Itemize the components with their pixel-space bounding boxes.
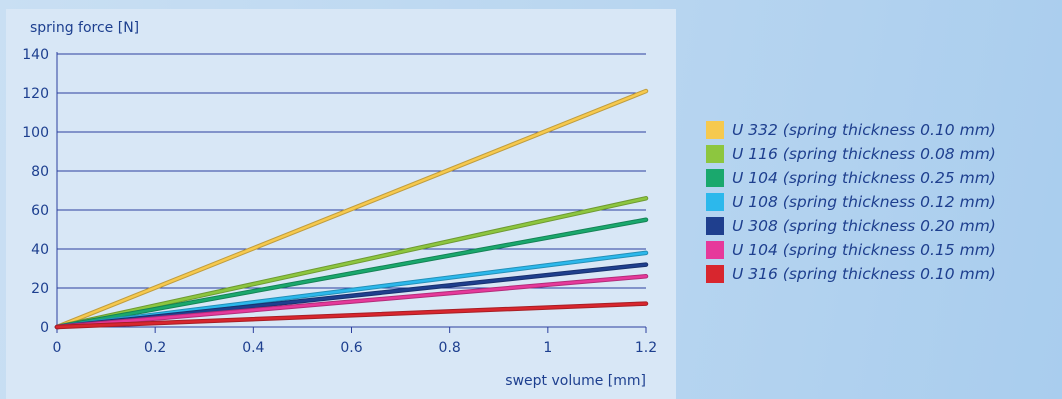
legend-label: U 308 (spring thickness 0.20 mm) [732,217,996,235]
y-tick-label: 100 [22,125,49,141]
x-tick-label: 1.2 [635,340,657,356]
chart-panel: 0 20 40 60 80 100 120 140 0 0.2 0.4 0.6 0.8 1 1.2 spri… [6,9,676,399]
series-line [55,197,648,329]
x-tick-label: 0.8 [439,340,461,356]
legend-swatch [706,217,724,235]
series-line [55,302,648,329]
legend-swatch [706,265,724,283]
legend-swatch [706,121,724,139]
x-axis-label: swept volume [mm] [505,373,646,389]
axis-layer [56,52,647,333]
legend: U 332 (spring thickness 0.10 mm) U 116 (… [706,118,996,286]
legend-item: U 308 (spring thickness 0.20 mm) [706,214,996,238]
legend-label: U 316 (spring thickness 0.10 mm) [732,265,996,283]
y-tick-label: 20 [31,281,49,297]
legend-label: U 116 (spring thickness 0.08 mm) [732,145,996,163]
y-tick-label: 80 [31,164,49,180]
chart-svg: 0 20 40 60 80 100 120 140 0 0.2 0.4 0.6 0.8 1 1.2 spri… [22,20,657,389]
legend-item: U 116 (spring thickness 0.08 mm) [706,142,996,166]
legend-item: U 332 (spring thickness 0.10 mm) [706,118,996,142]
legend-label: U 104 (spring thickness 0.25 mm) [732,169,996,187]
series-line [55,218,648,329]
tick-layer: 0 20 40 60 80 100 120 140 0 0.2 0.4 0.6 0.8 1 1.2 [22,47,657,356]
series-line [55,275,648,329]
legend-swatch [706,241,724,259]
x-tick-label: 1 [543,340,552,356]
grid-layer [57,53,646,289]
legend-label: U 108 (spring thickness 0.12 mm) [732,193,996,211]
x-tick-label: 0.6 [340,340,362,356]
y-tick-label: 140 [22,47,49,63]
legend-item: U 104 (spring thickness 0.15 mm) [706,238,996,262]
y-tick-label: 60 [31,203,49,219]
legend-swatch [706,193,724,211]
y-axis-label: spring force [N] [30,20,139,36]
legend-item: U 316 (spring thickness 0.10 mm) [706,262,996,286]
y-tick-label: 40 [31,242,49,258]
legend-label: U 332 (spring thickness 0.10 mm) [732,121,996,139]
x-tick-label: 0 [53,340,62,356]
series-line [55,89,648,329]
legend-swatch [706,169,724,187]
y-tick-label: 120 [22,86,49,102]
legend-label: U 104 (spring thickness 0.15 mm) [732,241,996,259]
legend-item: U 108 (spring thickness 0.12 mm) [706,190,996,214]
x-tick-label: 0.4 [242,340,264,356]
x-tick-label: 0.2 [144,340,166,356]
y-tick-label: 0 [40,320,49,336]
series-layer [54,88,649,330]
legend-item: U 104 (spring thickness 0.25 mm) [706,166,996,190]
legend-swatch [706,145,724,163]
